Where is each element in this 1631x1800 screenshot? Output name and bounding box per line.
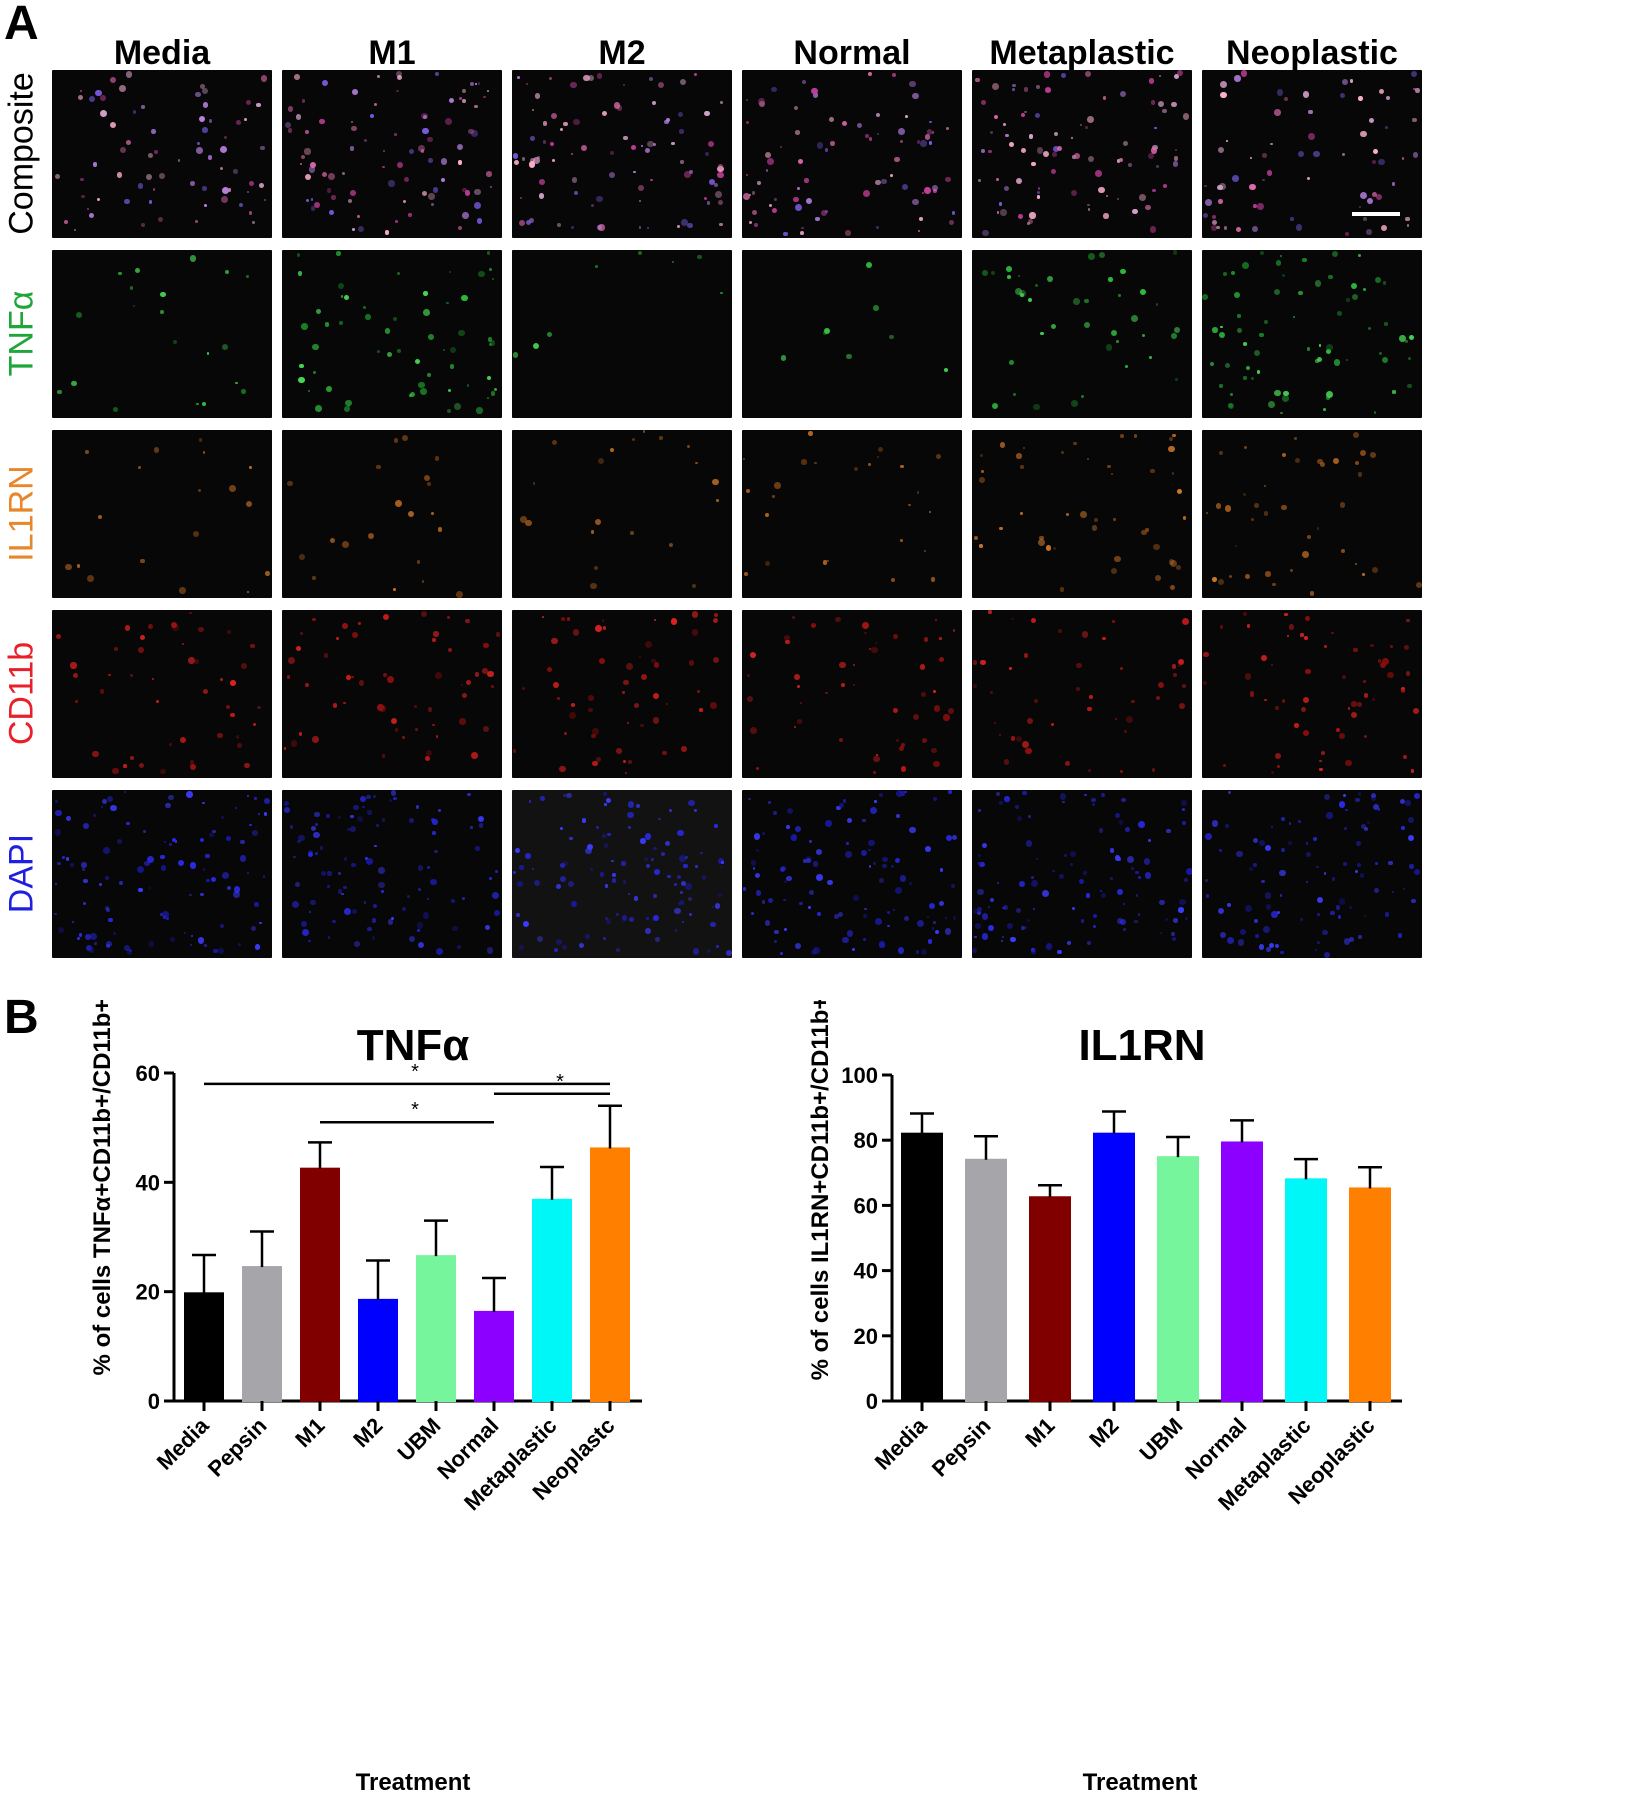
x-axis-label: Treatment [1083, 1769, 1198, 1796]
chart-title: TNFα [357, 1021, 470, 1070]
x-tick-label-pepsin: Pepsin [203, 1413, 272, 1482]
microscopy-grid: Media M1 M2 Normal Metaplastic Neoplastic Comp… [2, 34, 1422, 958]
bar-metaplastic [1285, 1178, 1327, 1402]
y-axis-label: % of cells IL1RN+CD11b+/CD11b+ [807, 1000, 834, 1380]
x-tick-label-m1: M1 [1020, 1413, 1059, 1452]
micrograph-3-5 [1202, 610, 1422, 778]
y-tick-label: 40 [854, 1259, 878, 1284]
micrograph-3-4 [972, 610, 1192, 778]
x-tick-label-m2: M2 [348, 1413, 387, 1452]
micrograph-4-1 [282, 790, 502, 958]
bar-m2 [358, 1298, 398, 1402]
y-tick-label: 60 [136, 1061, 160, 1086]
micrograph-2-1 [282, 430, 502, 598]
bar-pepsin [965, 1158, 1007, 1402]
x-tick-label-m2: M2 [1084, 1413, 1123, 1452]
y-tick-label: 0 [866, 1389, 878, 1414]
significance-star: * [556, 1071, 564, 1093]
micrograph-3-2 [512, 610, 732, 778]
il1rn-bar-chart: IL1RN % of cells IL1RN+CD11b+/CD11b+ 0 20 40… [807, 1000, 1402, 1796]
micrograph-0-1 [282, 70, 502, 238]
micrograph-2-3 [742, 430, 962, 598]
micrograph-0-4 [972, 70, 1192, 238]
bar-neoplastc [590, 1147, 630, 1402]
micrograph-2-2 [512, 430, 732, 598]
column-title-metaplastic: Metaplastic [989, 34, 1175, 72]
bar-m2 [1093, 1132, 1135, 1402]
micrograph-3-0 [52, 610, 272, 778]
row-label-4: DAPI [2, 833, 41, 914]
bar-normal [474, 1310, 514, 1403]
panel-b-letter: B [4, 991, 39, 1044]
column-title-m1: M1 [368, 34, 416, 72]
x-tick-label-ubm: UBM [1134, 1413, 1187, 1466]
micrograph-0-0 [52, 70, 272, 238]
x-tick-label-m1: M1 [290, 1413, 329, 1452]
micrograph-1-2 [512, 250, 732, 418]
column-title-neoplastic: Neoplastic [1226, 34, 1398, 72]
micrograph-1-0 [52, 250, 272, 418]
micrograph-1-4 [972, 250, 1192, 418]
bar-media [184, 1292, 224, 1403]
y-tick-label: 40 [136, 1170, 160, 1195]
micrograph-4-3 [742, 790, 962, 958]
y-tick-label: 100 [841, 1063, 878, 1088]
x-tick-label-ubm: UBM [392, 1413, 445, 1466]
micrograph-4-0 [52, 790, 272, 958]
micrograph-1-1 [282, 250, 502, 418]
bar-m1 [300, 1167, 340, 1402]
y-tick-label: 80 [854, 1128, 878, 1153]
tnfa-bar-chart: TNFα % of cells TNFα+CD11b+/CD11b+ 0 20 40 60… [89, 1000, 642, 1796]
column-title-m2: M2 [598, 34, 646, 72]
column-title-media: Media [113, 34, 211, 72]
y-tick-label: 20 [136, 1280, 160, 1305]
bar-pepsin [242, 1266, 282, 1403]
y-tick-label: 20 [854, 1324, 878, 1349]
y-tick-label: 0 [148, 1389, 160, 1414]
bar-ubm [1157, 1156, 1199, 1402]
x-tick-label-media: Media [870, 1412, 932, 1474]
significance-star: * [411, 1061, 419, 1083]
micrograph-4-2 [512, 790, 732, 958]
micrograph-0-5 [1202, 70, 1422, 238]
micrograph-1-3 [742, 250, 962, 418]
x-tick-label-pepsin: Pepsin [927, 1413, 996, 1482]
bar-media [901, 1132, 943, 1402]
micrograph-2-4 [972, 430, 1192, 598]
row-label-1: TNFα [2, 290, 41, 377]
row-label-3: CD11b [2, 641, 41, 746]
column-title-normal: Normal [793, 34, 911, 72]
bar-ubm [416, 1255, 456, 1402]
y-tick-label: 60 [854, 1193, 878, 1218]
micrograph-4-5 [1202, 790, 1422, 958]
scale-bar [1352, 212, 1400, 216]
micrograph-0-2 [512, 70, 732, 238]
bar-neoplastic [1349, 1187, 1391, 1402]
bar-m1 [1029, 1196, 1071, 1402]
micrograph-2-0 [52, 430, 272, 598]
row-label-2: IL1RN [2, 465, 41, 562]
micrograph-1-5 [1202, 250, 1422, 418]
micrograph-3-1 [282, 610, 502, 778]
row-label-0: Composite [2, 72, 41, 235]
bar-metaplastic [532, 1198, 572, 1402]
micrograph-3-3 [742, 610, 962, 778]
micrograph-2-5 [1202, 430, 1422, 598]
micrograph-4-4 [972, 790, 1192, 958]
chart-title: IL1RN [1078, 1021, 1205, 1070]
y-axis-label: % of cells TNFα+CD11b+/CD11b+ [89, 1000, 116, 1375]
x-axis-label: Treatment [356, 1769, 471, 1796]
significance-star: * [411, 1099, 419, 1121]
micrograph-0-3 [742, 70, 962, 238]
bar-normal [1221, 1141, 1263, 1402]
panel-a-letter: A [4, 0, 39, 50]
